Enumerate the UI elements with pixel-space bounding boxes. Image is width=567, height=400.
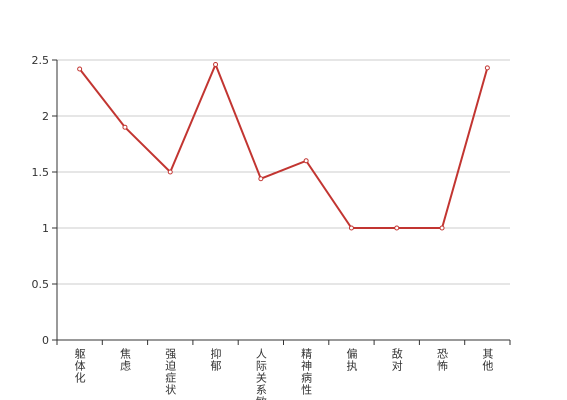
point xyxy=(439,225,445,231)
line xyxy=(78,61,489,229)
x-tick-label: 其他 xyxy=(481,348,494,372)
y-tick-label: 0 xyxy=(42,334,49,347)
point xyxy=(122,124,128,130)
point xyxy=(484,65,490,71)
x-tick-label: 恐怖 xyxy=(436,348,449,372)
x-tick-label: 精神病性 xyxy=(300,348,313,396)
x-tick-label: 焦虑 xyxy=(118,348,131,372)
x-tick-label: 敌对 xyxy=(390,347,403,372)
y-tick-label: 2 xyxy=(42,110,49,123)
y-tick-label: 1.5 xyxy=(32,166,50,179)
point xyxy=(394,225,400,231)
point xyxy=(77,66,83,72)
y-tick-label: 0.5 xyxy=(32,278,50,291)
x-tick-label: 强迫症状 xyxy=(164,348,177,396)
x-tick-label: 人际关系敏感 xyxy=(254,348,267,400)
point xyxy=(348,225,354,231)
y-tick-label: 1 xyxy=(42,222,49,235)
point xyxy=(258,176,264,182)
y-tick-label: 2.5 xyxy=(32,54,50,67)
x-tick-label: 躯体化 xyxy=(73,348,86,384)
point xyxy=(213,61,219,67)
x-tick-label: 偏执 xyxy=(345,347,358,372)
x-tick-label: 抑郁 xyxy=(209,347,222,372)
point xyxy=(167,169,173,175)
point xyxy=(303,158,309,164)
